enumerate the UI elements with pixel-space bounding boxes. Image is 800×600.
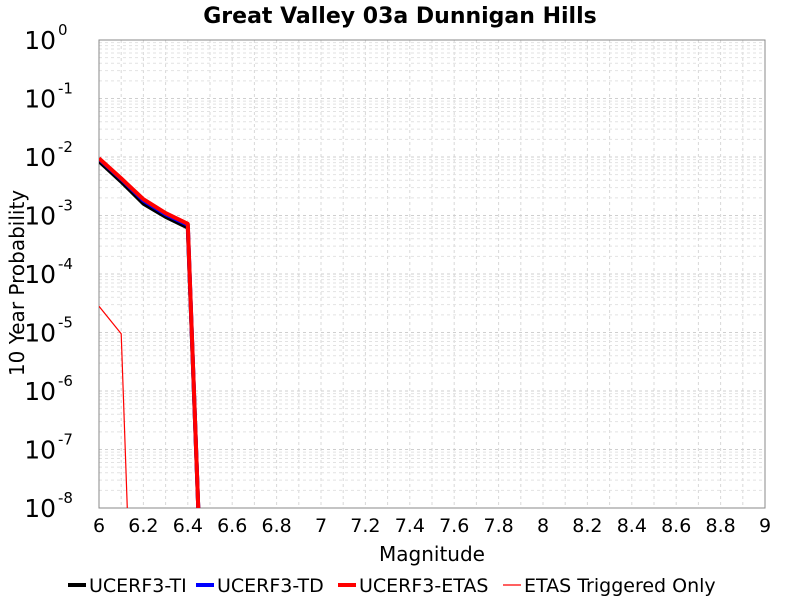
y-tick-base: 10: [24, 319, 56, 348]
y-tick-exponent: -1: [58, 80, 73, 98]
y-tick-base: 10: [24, 260, 56, 289]
legend-label: UCERF3-TD: [217, 575, 324, 597]
x-tick-label: 8.8: [705, 515, 735, 537]
series-line-1: [99, 157, 201, 508]
y-tick-base: 10: [24, 143, 56, 172]
y-tick-exponent: -3: [58, 197, 73, 215]
y-tick-label: 10 -7: [24, 431, 73, 465]
x-tick-label: 7.6: [439, 515, 469, 537]
legend-item: UCERF3-TI: [68, 575, 187, 597]
series-line-3: [99, 305, 128, 508]
x-tick-label: 6.6: [217, 515, 247, 537]
x-tick-label: 7: [315, 515, 327, 537]
y-tick-label: 10 -4: [24, 255, 73, 289]
x-tick-label: 8.2: [572, 515, 602, 537]
x-tick-labels: 6 6.2 6.4 6.6 6.8 7 7.2 7.4 7.6 7.8 8 8.2 8.4 8.6 8.8 9: [93, 515, 771, 537]
y-tick-label: 10 -1: [24, 80, 73, 114]
x-tick-label: 6.4: [173, 515, 203, 537]
y-tick-exponent: -2: [58, 138, 73, 156]
series-layer: [99, 156, 201, 508]
chart-title: Great Valley 03a Dunnigan Hills: [203, 4, 596, 29]
legend-label: ETAS Triggered Only: [524, 575, 716, 597]
y-tick-exponent: -8: [58, 489, 73, 507]
legend-item: UCERF3-TD: [196, 575, 324, 597]
x-tick-label: 7.4: [395, 515, 425, 537]
legend: UCERF3-TI UCERF3-TD UCERF3-ETAS ETAS Trigge…: [68, 575, 716, 597]
y-axis-label: 10 Year Probability: [5, 190, 29, 376]
y-tick-exponent: -5: [58, 314, 73, 332]
series-line-2: [99, 156, 201, 508]
y-tick-label: 10 -6: [24, 372, 73, 406]
y-tick-base: 10: [24, 85, 56, 114]
legend-label: UCERF3-ETAS: [359, 575, 488, 597]
x-tick-label: 8.6: [661, 515, 691, 537]
plot-border: [98, 39, 766, 509]
legend-item: UCERF3-ETAS: [338, 575, 488, 597]
plot-area: [98, 39, 766, 509]
x-tick-label: 9: [759, 515, 771, 537]
y-tick-base: 10: [24, 436, 56, 465]
legend-item: ETAS Triggered Only: [503, 575, 716, 597]
y-tick-exponent: -6: [58, 372, 73, 390]
y-tick-exponent: -7: [58, 431, 73, 449]
y-tick-label: 10 -5: [24, 314, 73, 348]
x-tick-label: 7.2: [350, 515, 380, 537]
y-tick-base: 10: [24, 202, 56, 231]
y-tick-exponent: 0: [58, 21, 68, 39]
x-tick-label: 8: [537, 515, 549, 537]
y-tick-exponent: -4: [58, 255, 73, 273]
x-tick-label: 7.8: [483, 515, 513, 537]
y-tick-label: 10 0: [24, 21, 67, 55]
x-tick-label: 6.2: [128, 515, 158, 537]
x-tick-label: 6.8: [261, 515, 291, 537]
y-tick-base: 10: [24, 494, 56, 523]
legend-label: UCERF3-TI: [89, 575, 187, 597]
x-tick-label: 6: [93, 515, 105, 537]
y-tick-label: 10 -3: [24, 197, 73, 231]
x-axis-label: Magnitude: [379, 542, 485, 566]
y-tick-label: 10 -8: [24, 489, 73, 523]
y-tick-base: 10: [24, 26, 56, 55]
y-tick-label: 10 -2: [24, 138, 73, 172]
grid: [98, 39, 766, 509]
x-tick-label: 8.4: [617, 515, 647, 537]
y-tick-base: 10: [24, 377, 56, 406]
